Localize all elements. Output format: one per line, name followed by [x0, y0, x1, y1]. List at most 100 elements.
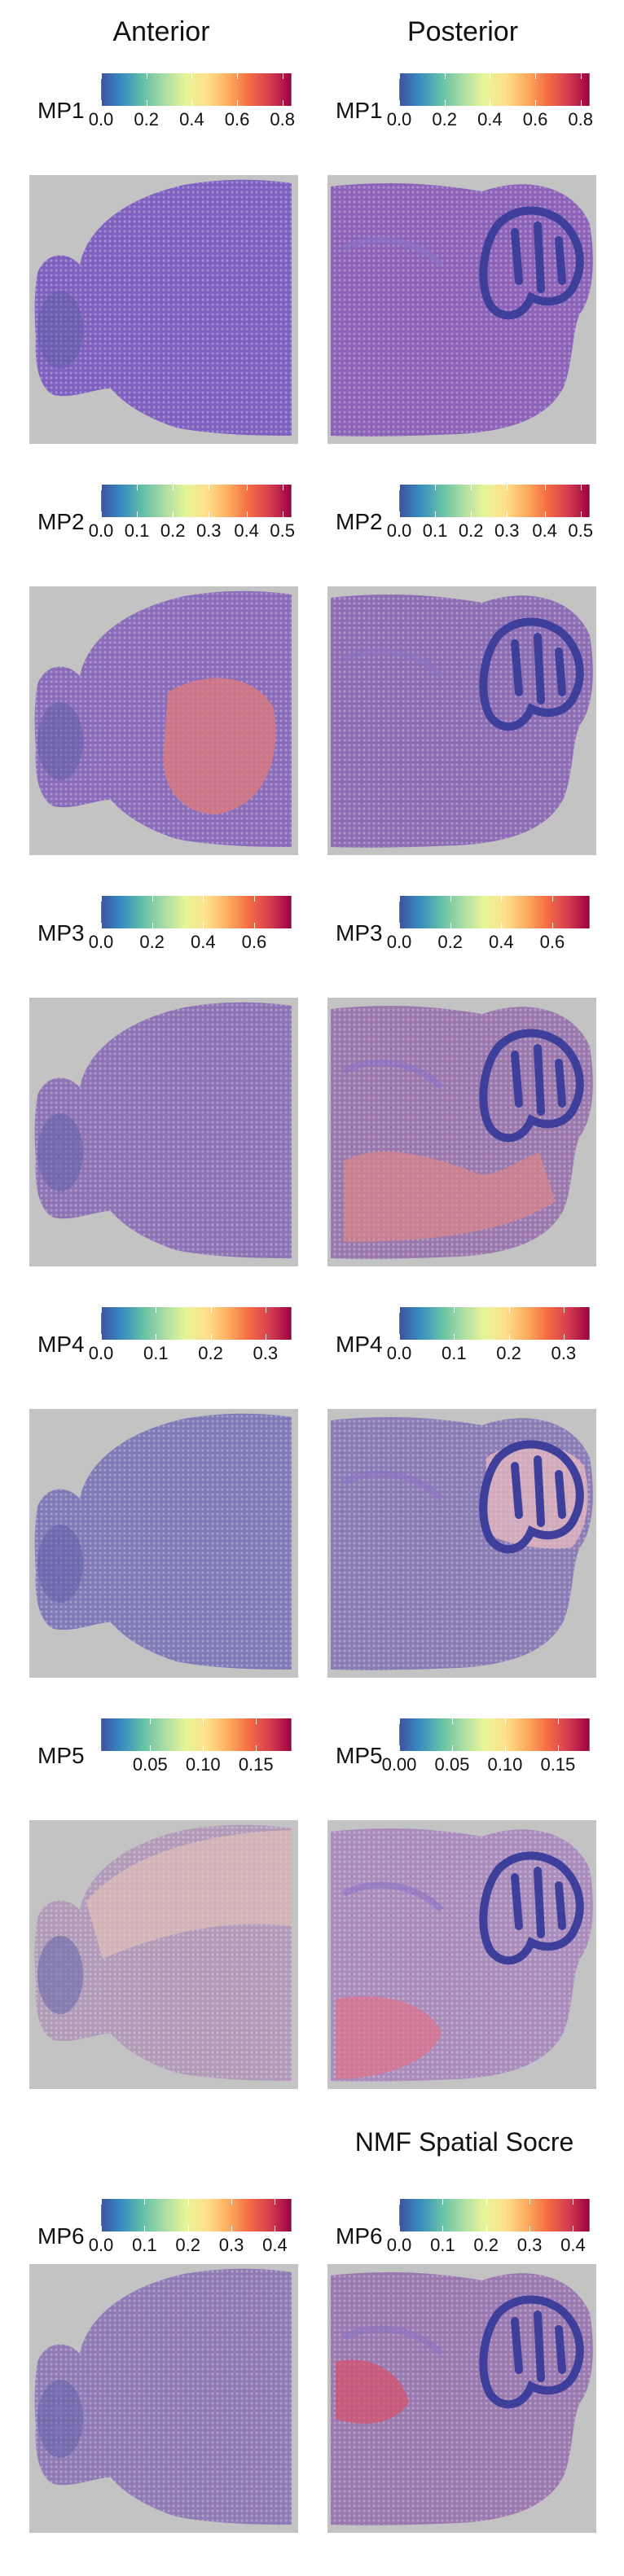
colorbar-tick [187, 2199, 189, 2205]
colorbar-tick [253, 896, 255, 902]
colorbar-tick-label: 0.1 [422, 520, 448, 541]
colorbar [399, 896, 590, 928]
colorbar-tick [535, 100, 537, 106]
colorbar-tick [399, 1334, 400, 1340]
colorbar-tick-label: 0.0 [88, 1343, 114, 1363]
colorbar-tick [399, 2226, 400, 2232]
colorbar-tick-label: 0.4 [560, 2235, 586, 2255]
hippocampus [342, 647, 444, 678]
colorbar-tick [471, 485, 472, 490]
colorbar-tick [231, 2199, 233, 2205]
header-anterior: Anterior [112, 16, 210, 47]
legend-mp5-anterior: MP5 0.05 0.10 0.15 [37, 1718, 314, 1784]
colorbar-tick [399, 896, 400, 902]
colorbar-tick [454, 1307, 455, 1313]
tissue-panel-mp5-anterior [29, 1820, 298, 2089]
colorbar-tick [256, 1745, 257, 1751]
legend-mp6-anterior: MP6 0.0 0.1 0.2 0.3 0.4 [37, 2199, 314, 2264]
colorbar-tick [231, 2226, 233, 2232]
legend-title: MP3 [37, 920, 85, 946]
colorbar-tick-label: 0.00 [381, 1754, 417, 1775]
tissue-panel-mp2-posterior [327, 586, 596, 855]
legend-title: MP5 [336, 1743, 383, 1768]
colorbar-tick [246, 511, 248, 517]
tissue-panel-mp6-anterior [29, 2264, 298, 2533]
colorbar-tick [444, 100, 446, 106]
colorbar-tick [563, 1334, 565, 1340]
tissue-panel-mp1-anterior [29, 175, 298, 444]
legend-mp1-posterior: MP1 0.0 0.2 0.4 0.6 0.8 [336, 73, 613, 138]
colorbar-tick-label: 0.2 [134, 109, 159, 129]
colorbar-tick [486, 2226, 487, 2232]
colorbar-tick-label: 0.1 [132, 2235, 157, 2255]
olfactory-bulb [37, 702, 83, 780]
colorbar [399, 1718, 590, 1751]
colorbar-tick [137, 485, 138, 490]
legend-title: MP5 [37, 1743, 85, 1768]
colorbar-tick-label: 0.6 [539, 932, 565, 952]
colorbar-tick-label: 0.0 [386, 520, 412, 541]
colorbar-tick-label: 0.05 [132, 1754, 168, 1775]
colorbar-tick-label: 0.0 [386, 109, 412, 129]
legend-mp4-posterior: MP4 0.0 0.1 0.2 0.3 [336, 1307, 613, 1372]
colorbar-tick [144, 2199, 146, 2205]
colorbar-tick [501, 896, 503, 902]
spot-grid [34, 1413, 292, 1670]
colorbar-tick-label: 0.2 [139, 932, 165, 952]
colorbar-tick [501, 923, 503, 928]
hippocampus [342, 236, 444, 267]
colorbar-tick [444, 73, 446, 79]
colorbar-tick [399, 1745, 400, 1751]
legend-mp6-posterior: MP6 0.0 0.1 0.2 0.3 0.4 [336, 2199, 613, 2264]
colorbar-tick-label: 0.3 [516, 2235, 543, 2255]
legend-title: MP4 [336, 1332, 383, 1357]
colorbar-tick [544, 511, 546, 517]
hippocampus [342, 2325, 444, 2356]
colorbar-tick [471, 511, 472, 517]
colorbar-tick [399, 923, 400, 928]
hippocampus [342, 1470, 444, 1501]
colorbar-tick-label: 0.3 [494, 520, 520, 541]
colorbar-tick [101, 485, 102, 490]
spot-grid [331, 2272, 593, 2526]
colorbar-tick [253, 923, 255, 928]
colorbar-tick [187, 2226, 189, 2232]
colorbar-tick [203, 1745, 204, 1751]
legend-title: MP4 [37, 1332, 85, 1357]
colorbar-tick-label: 0.6 [522, 109, 548, 129]
colorbar-tick [399, 100, 400, 106]
colorbar-tick-label: 0.3 [551, 1343, 577, 1363]
tissue-panel-mp6-posterior [327, 2264, 596, 2533]
colorbar-tick [101, 511, 102, 517]
legend-mp2-posterior: MP2 0.0 0.1 0.2 0.3 0.4 0.5 [336, 485, 613, 550]
colorbar-tick-label: 0.4 [262, 2235, 288, 2255]
colorbar-tick [551, 896, 553, 902]
colorbar-tick-label: 0.4 [190, 932, 216, 952]
colorbar-tick [191, 100, 193, 106]
spot-grid [331, 595, 593, 848]
cerebellum [479, 617, 584, 731]
olfactory-bulb [37, 1936, 83, 2014]
colorbar-tick-label: 0.2 [473, 2235, 499, 2255]
tissue-panel-mp3-posterior [327, 998, 596, 1266]
colorbar-tick [101, 896, 102, 902]
colorbar-tick [450, 896, 451, 902]
legend-title: MP2 [37, 509, 85, 534]
colorbar-tick-label: 0.3 [196, 520, 222, 541]
cerebellum [479, 206, 584, 320]
legend-title: MP3 [336, 920, 383, 946]
colorbar-tick [535, 73, 537, 79]
colorbar-tick-label: 0.1 [143, 1343, 169, 1363]
colorbar-tick-label: 0.1 [124, 520, 150, 541]
olfactory-bulb [37, 2380, 83, 2458]
legend-mp5-posterior: MP5 0.00 0.05 0.10 0.15 [336, 1718, 613, 1784]
colorbar [101, 1718, 292, 1751]
figure-title: NMF Spatial Socre [354, 2127, 574, 2157]
colorbar-tick [210, 1334, 212, 1340]
olfactory-bulb [37, 291, 83, 369]
colorbar-tick-label: 0.2 [175, 2235, 201, 2255]
colorbar-tick-label: 0.0 [88, 109, 114, 129]
colorbar-tick [580, 485, 582, 490]
tissue-panel-mp1-posterior [327, 175, 596, 444]
colorbar-tick [563, 1307, 565, 1313]
